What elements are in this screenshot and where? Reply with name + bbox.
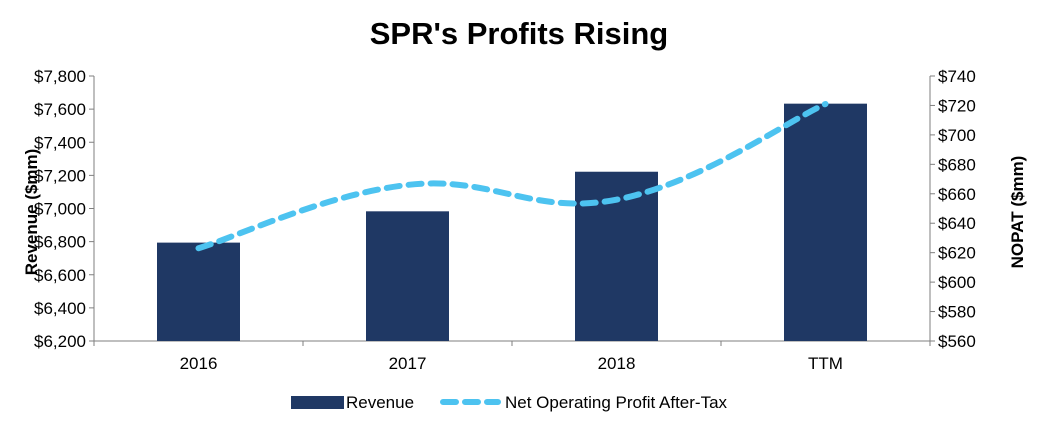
right-tick-label: $640 bbox=[938, 214, 976, 233]
right-tick-label: $580 bbox=[938, 303, 976, 322]
x-tick-label: 2018 bbox=[598, 354, 636, 373]
revenue-bar bbox=[157, 242, 240, 341]
legend-nopat-label: Net Operating Profit After-Tax bbox=[505, 393, 728, 412]
left-tick-label: $7,800 bbox=[34, 67, 86, 86]
right-axis-title: NOPAT ($mm) bbox=[1008, 156, 1027, 269]
x-tick-label: 2016 bbox=[180, 354, 218, 373]
left-tick-label: $6,800 bbox=[34, 233, 86, 252]
left-tick-label: $6,600 bbox=[34, 266, 86, 285]
nopat-line-series bbox=[195, 100, 829, 252]
right-tick-label: $740 bbox=[938, 67, 976, 86]
left-axis-title: Revenue ($mm) bbox=[22, 149, 41, 276]
right-tick-label: $720 bbox=[938, 96, 976, 115]
bars bbox=[157, 103, 867, 341]
legend: Revenue Net Operating Profit After-Tax bbox=[291, 393, 728, 412]
legend-revenue-label: Revenue bbox=[346, 393, 414, 412]
left-tick-label: $6,200 bbox=[34, 332, 86, 351]
right-tick-label: $620 bbox=[938, 244, 976, 263]
left-tick-label: $7,400 bbox=[34, 133, 86, 152]
right-tick-label: $680 bbox=[938, 155, 976, 174]
x-axis: 2016 2017 2018 TTM bbox=[93, 340, 931, 373]
right-tick-label: $660 bbox=[938, 185, 976, 204]
right-axis: $560 $580 $600 $620 $640 $660 $680 $700 $720 $740 bbox=[929, 67, 976, 351]
x-tick-label: 2017 bbox=[389, 354, 427, 373]
right-tick-label: $700 bbox=[938, 126, 976, 145]
left-tick-label: $7,200 bbox=[34, 166, 86, 185]
left-tick-label: $7,600 bbox=[34, 100, 86, 119]
left-tick-label: $6,400 bbox=[34, 299, 86, 318]
left-axis: $6,200 $6,400 $6,600 $6,800 $7,000 $7,200 $7,4… bbox=[34, 67, 95, 351]
left-tick-label: $7,000 bbox=[34, 200, 86, 219]
right-tick-label: $600 bbox=[938, 273, 976, 292]
legend-revenue-swatch bbox=[291, 396, 344, 409]
chart-title: SPR's Profits Rising bbox=[370, 16, 668, 51]
x-tick-label: TTM bbox=[808, 354, 843, 373]
revenue-bar bbox=[784, 103, 867, 341]
revenue-bar bbox=[366, 211, 449, 341]
nopat-line bbox=[195, 100, 829, 252]
right-tick-label: $560 bbox=[938, 332, 976, 351]
